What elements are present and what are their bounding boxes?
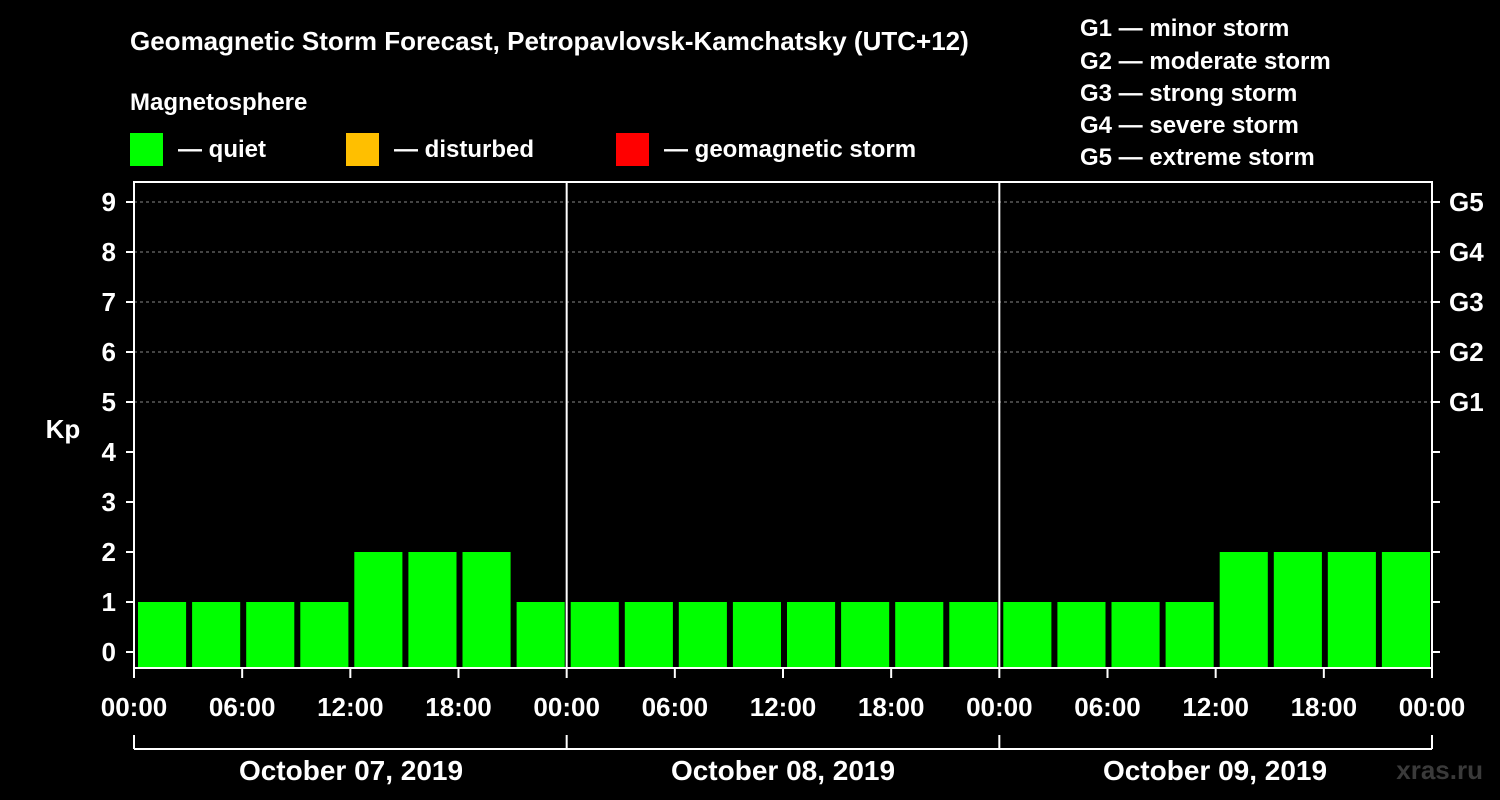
bar [624, 602, 673, 668]
bar [570, 602, 619, 668]
x-tick-label: 18:00 [858, 692, 925, 722]
bar [678, 602, 727, 668]
bar [841, 602, 890, 668]
storm-scale-g4: G4 — severe storm [1080, 112, 1299, 139]
ticks-layer: 0 1 2 3 4 5 6 7 8 9 G1 G2 G3 G4 G5 00:00 06:00 12:00 18:00… [101, 187, 1484, 722]
legend-label-storm: — geomagnetic storm [664, 136, 916, 163]
storm-scale-g1: G1 — minor storm [1080, 15, 1289, 42]
x-tick-label: 06:00 [1074, 692, 1141, 722]
legend-swatch-quiet [130, 133, 163, 166]
y-tick-label: 9 [102, 187, 116, 217]
x-tick-label: 12:00 [1182, 692, 1249, 722]
bar [1273, 552, 1322, 668]
g-scale-label: G1 [1449, 387, 1484, 417]
x-tick-label: 12:00 [317, 692, 384, 722]
bar [1327, 552, 1376, 668]
bar [949, 602, 998, 668]
g-scale-label: G4 [1449, 237, 1484, 267]
g-scale-label: G2 [1449, 337, 1484, 367]
y-tick-label: 0 [102, 637, 116, 667]
date-label-day1: October 07, 2019 [239, 755, 463, 786]
bar [895, 602, 944, 668]
x-tick-label: 18:00 [1291, 692, 1358, 722]
legend-swatch-storm [616, 133, 649, 166]
x-tick-label: 00:00 [533, 692, 600, 722]
bar [516, 602, 565, 668]
legend-title: Magnetosphere [130, 89, 307, 116]
bar [1003, 602, 1052, 668]
bar [462, 552, 511, 668]
watermark: xras.ru [1396, 755, 1483, 785]
bar [300, 602, 349, 668]
bar [732, 602, 781, 668]
g-scale-label: G3 [1449, 287, 1484, 317]
y-tick-label: 5 [102, 387, 116, 417]
x-tick-label: 06:00 [642, 692, 709, 722]
bar [138, 602, 187, 668]
y-axis-label: Kp [46, 414, 81, 444]
y-tick-label: 1 [102, 587, 116, 617]
storm-scale-g3: G3 — strong storm [1080, 80, 1297, 107]
date-label-day2: October 08, 2019 [671, 755, 895, 786]
date-label-day3: October 09, 2019 [1103, 755, 1327, 786]
bar [246, 602, 295, 668]
bar [192, 602, 241, 668]
y-tick-label: 3 [102, 487, 116, 517]
x-tick-label: 00:00 [101, 692, 168, 722]
chart-title: Geomagnetic Storm Forecast, Petropavlovs… [130, 26, 969, 56]
y-tick-label: 2 [102, 537, 116, 567]
bar [1219, 552, 1268, 668]
legend-swatch-disturbed [346, 133, 379, 166]
y-tick-label: 7 [102, 287, 116, 317]
grid-layer [134, 201, 1432, 403]
legend-label-disturbed: — disturbed [394, 136, 534, 163]
x-tick-label: 06:00 [209, 692, 276, 722]
bar [1111, 602, 1160, 668]
bar [1057, 602, 1106, 668]
y-tick-label: 4 [102, 437, 117, 467]
bars-layer [138, 552, 1430, 668]
y-tick-label: 6 [102, 337, 116, 367]
x-tick-label: 00:00 [1399, 692, 1466, 722]
bar [1165, 602, 1214, 668]
bar [787, 602, 836, 668]
x-tick-label: 12:00 [750, 692, 817, 722]
storm-scale-g2: G2 — moderate storm [1080, 48, 1331, 75]
g-scale-label: G5 [1449, 187, 1484, 217]
x-tick-label: 00:00 [966, 692, 1033, 722]
bar [1381, 552, 1430, 668]
x-tick-label: 18:00 [425, 692, 492, 722]
y-tick-label: 8 [102, 237, 116, 267]
bar [354, 552, 403, 668]
storm-scale-g5: G5 — extreme storm [1080, 144, 1315, 171]
bar [408, 552, 457, 668]
legend-label-quiet: — quiet [178, 136, 266, 163]
